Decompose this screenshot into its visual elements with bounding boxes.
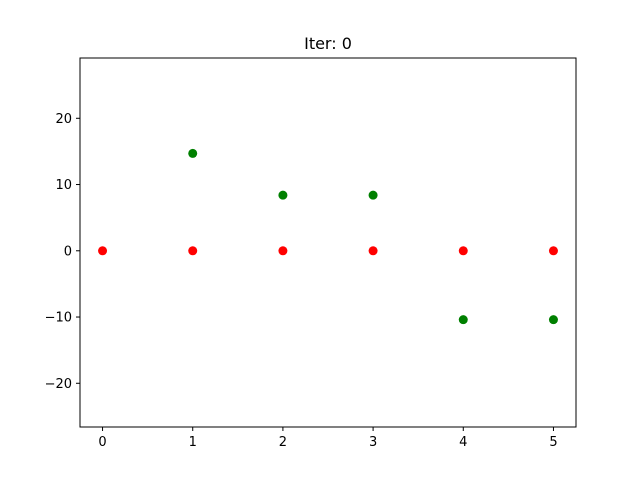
data-point-series-1 [98,246,108,256]
x-tick-label: 1 [189,435,197,450]
y-tick-label: 20 [55,112,72,127]
plot-area [79,57,577,428]
y-tick-label: 10 [55,178,72,193]
chart-title: Iter: 0 [304,34,352,53]
data-point-series-2 [188,148,198,158]
data-point-series-2 [458,315,468,325]
data-point-series-1 [188,246,198,256]
x-tick-label: 0 [98,435,106,450]
data-point-series-1 [548,246,558,256]
data-point-series-2 [368,190,378,200]
data-point-series-1 [368,246,378,256]
data-point-series-1 [458,246,468,256]
data-points [98,148,558,325]
x-axis: 0 1 2 3 4 5 [98,427,558,450]
x-tick-label: 4 [459,435,467,450]
data-point-series-2 [548,315,558,325]
y-tick-label: 0 [64,244,72,259]
data-point-series-2 [278,190,288,200]
x-tick-label: 2 [279,435,287,450]
y-tick-label: −20 [45,377,72,392]
y-tick-label: −10 [45,311,72,326]
x-tick-label: 5 [549,435,557,450]
data-point-series-1 [278,246,288,256]
x-tick-label: 3 [369,435,377,450]
y-axis: −20 −10 0 10 20 [45,112,80,392]
